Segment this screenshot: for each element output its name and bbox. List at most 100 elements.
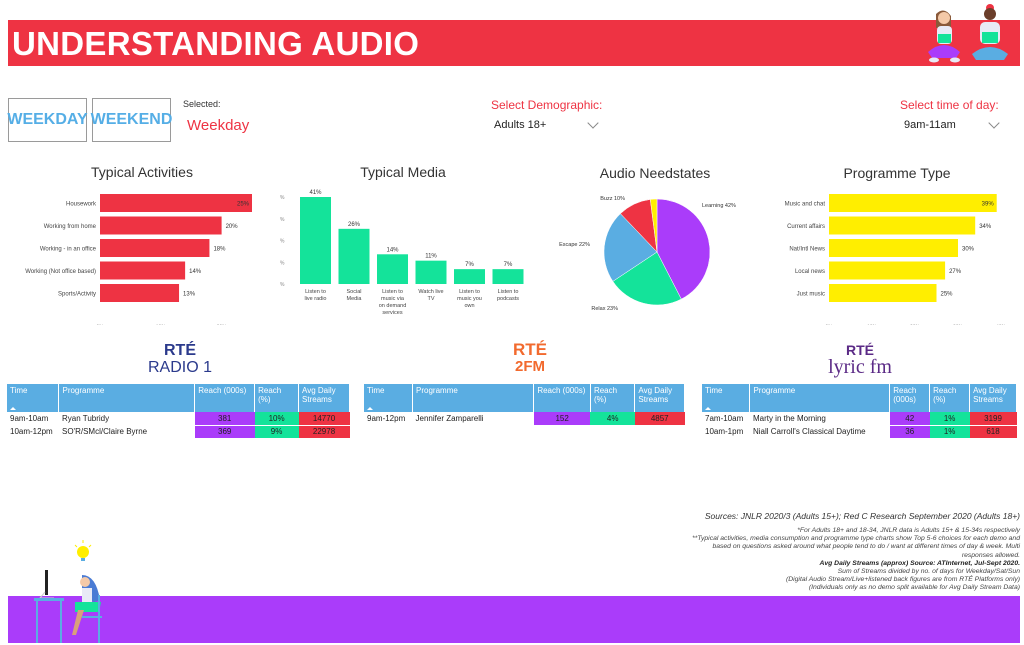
category-label: music via: [381, 296, 405, 302]
bar: [829, 239, 958, 257]
woman-at-desk-illustration: [34, 540, 102, 643]
weekday-button[interactable]: WEEKDAY: [7, 98, 88, 142]
category-label: own: [464, 303, 474, 309]
category-label: Media: [347, 296, 363, 302]
column-header[interactable]: Avg Daily Streams: [634, 384, 685, 412]
sources-note: Sources: JNLR 2020/3 (Adults 15+); Red C…: [704, 511, 1020, 521]
column-header[interactable]: Reach (000s): [533, 384, 591, 412]
pie-slice: [612, 251, 682, 306]
logo-rte: RTÉ: [164, 342, 196, 359]
logo-rte: RTÉ: [846, 342, 874, 358]
logo-station: lyric fm: [828, 356, 892, 378]
category-label: TV: [427, 296, 434, 302]
programme-cell: Ryan Tubridy: [61, 414, 110, 423]
sort-ascending-icon[interactable]: [367, 407, 373, 410]
slice-label: Escape 22%: [559, 242, 590, 248]
reach-cell: 42: [889, 412, 930, 426]
data-label: 14%: [386, 247, 399, 253]
bar: [100, 194, 252, 212]
selected-label: Selected:: [183, 99, 221, 109]
pie-slice: [603, 213, 658, 282]
category-label: Social: [347, 289, 362, 295]
category-label: Local news: [795, 269, 825, 275]
rte-2fm-logo: RTÉ 2FM: [490, 341, 570, 376]
column-header-label: Time: [367, 386, 385, 395]
header-bar: [8, 20, 1020, 66]
footnotes: *For Adults 18+ and 18-34, JNLR data is …: [690, 527, 1020, 593]
time-cell: 10am-1pm: [705, 427, 744, 436]
bar: [300, 197, 331, 284]
x-tick-label: 20%: [910, 325, 921, 326]
category-label: Sports/Activity: [58, 292, 96, 298]
demographic-dropdown[interactable]: Adults 18+: [490, 115, 605, 135]
streams-cell: 4857: [634, 412, 685, 426]
category-label: Current affairs: [787, 224, 825, 230]
data-label: 41%: [309, 190, 322, 196]
rte-lyricfm-logo: RTÉ lyric fm: [820, 343, 900, 377]
time-of-day-dropdown[interactable]: 9am-11am: [900, 115, 1006, 135]
data-label: 14%: [189, 269, 202, 275]
bar: [829, 284, 937, 302]
y-tick-label: %: [280, 282, 285, 288]
category-label: Just music: [797, 292, 825, 298]
column-header[interactable]: Time: [702, 384, 751, 412]
column-header[interactable]: Avg Daily Streams: [298, 384, 350, 412]
category-label: services: [382, 310, 402, 316]
reading-people-illustration: [928, 4, 1008, 63]
column-header[interactable]: Programme: [58, 384, 196, 412]
2fm-programme-table: Time Programme Reach (000s) Reach (%) Avg Da…: [364, 384, 685, 426]
activities-chart-title: Typical Activities: [91, 164, 193, 180]
category-label: on demand: [379, 303, 407, 309]
data-label: 34%: [979, 224, 992, 230]
column-header[interactable]: Reach (%): [590, 384, 636, 412]
column-header-label: Programme: [416, 386, 458, 395]
data-label: 39%: [982, 202, 995, 208]
data-label: 13%: [183, 292, 196, 298]
column-header[interactable]: Reach (%): [254, 384, 300, 412]
column-header[interactable]: Reach (%): [929, 384, 971, 412]
sort-ascending-icon[interactable]: [10, 407, 16, 410]
footnote-3: Avg Daily Streams (approx) Source: ATInt…: [819, 559, 1020, 567]
column-header[interactable]: Time: [364, 384, 414, 412]
reach-percent-cell: 9%: [254, 425, 299, 439]
column-header[interactable]: Reach (000s): [194, 384, 256, 412]
y-tick-label: %: [280, 239, 285, 245]
category-label: Music and chat: [785, 202, 826, 208]
column-header-label: Avg Daily Streams: [638, 386, 673, 404]
data-label: 18%: [213, 247, 226, 253]
column-header-label: Avg Daily Streams: [973, 386, 1007, 404]
column-header[interactable]: Avg Daily Streams: [969, 384, 1017, 412]
sort-ascending-icon[interactable]: [705, 407, 711, 410]
x-tick-label: 40%: [996, 325, 1007, 326]
column-header[interactable]: Programme: [412, 384, 535, 412]
table-row: 9am-12pm Jennifer Zamparelli 152 4% 4857: [364, 412, 685, 426]
y-tick-label: %: [280, 217, 285, 223]
data-label: 11%: [425, 254, 437, 260]
data-label: 7%: [465, 262, 474, 268]
bar: [415, 260, 447, 284]
weekend-button[interactable]: WEEKEND: [91, 98, 172, 142]
column-header[interactable]: Reach (000s): [889, 384, 931, 412]
reach-percent-cell: 4%: [590, 412, 635, 426]
table-row: 10am-12pm SO'R/SMcl/Claire Byrne 369 9% 2297…: [7, 425, 350, 439]
category-label: Listen to: [498, 289, 519, 295]
column-header[interactable]: Time: [7, 384, 60, 412]
demographic-label: Select Demographic:: [491, 98, 603, 112]
programme-cell: Jennifer Zamparelli: [415, 414, 484, 423]
programme-cell: Marty in the Morning: [752, 414, 826, 423]
footnote-1: *For Adults 18+ and 18-34, JNLR data is …: [797, 527, 1020, 534]
column-header[interactable]: Programme: [749, 384, 891, 412]
bar: [454, 269, 485, 284]
pie-slice: [650, 198, 658, 253]
logo-rte: RTÉ: [513, 340, 547, 359]
rte-radio1-logo: RTÉ RADIO 1: [140, 343, 220, 377]
category-label: Housework: [66, 202, 97, 208]
logo-station: RADIO 1: [147, 359, 212, 376]
streams-cell: 3199: [969, 412, 1017, 426]
selected-value: Weekday: [187, 117, 250, 134]
bar: [829, 261, 946, 280]
column-header-label: Reach (%): [258, 386, 282, 404]
time-cell: 10am-12pm: [10, 427, 53, 436]
category-label: Watch live: [418, 289, 443, 295]
